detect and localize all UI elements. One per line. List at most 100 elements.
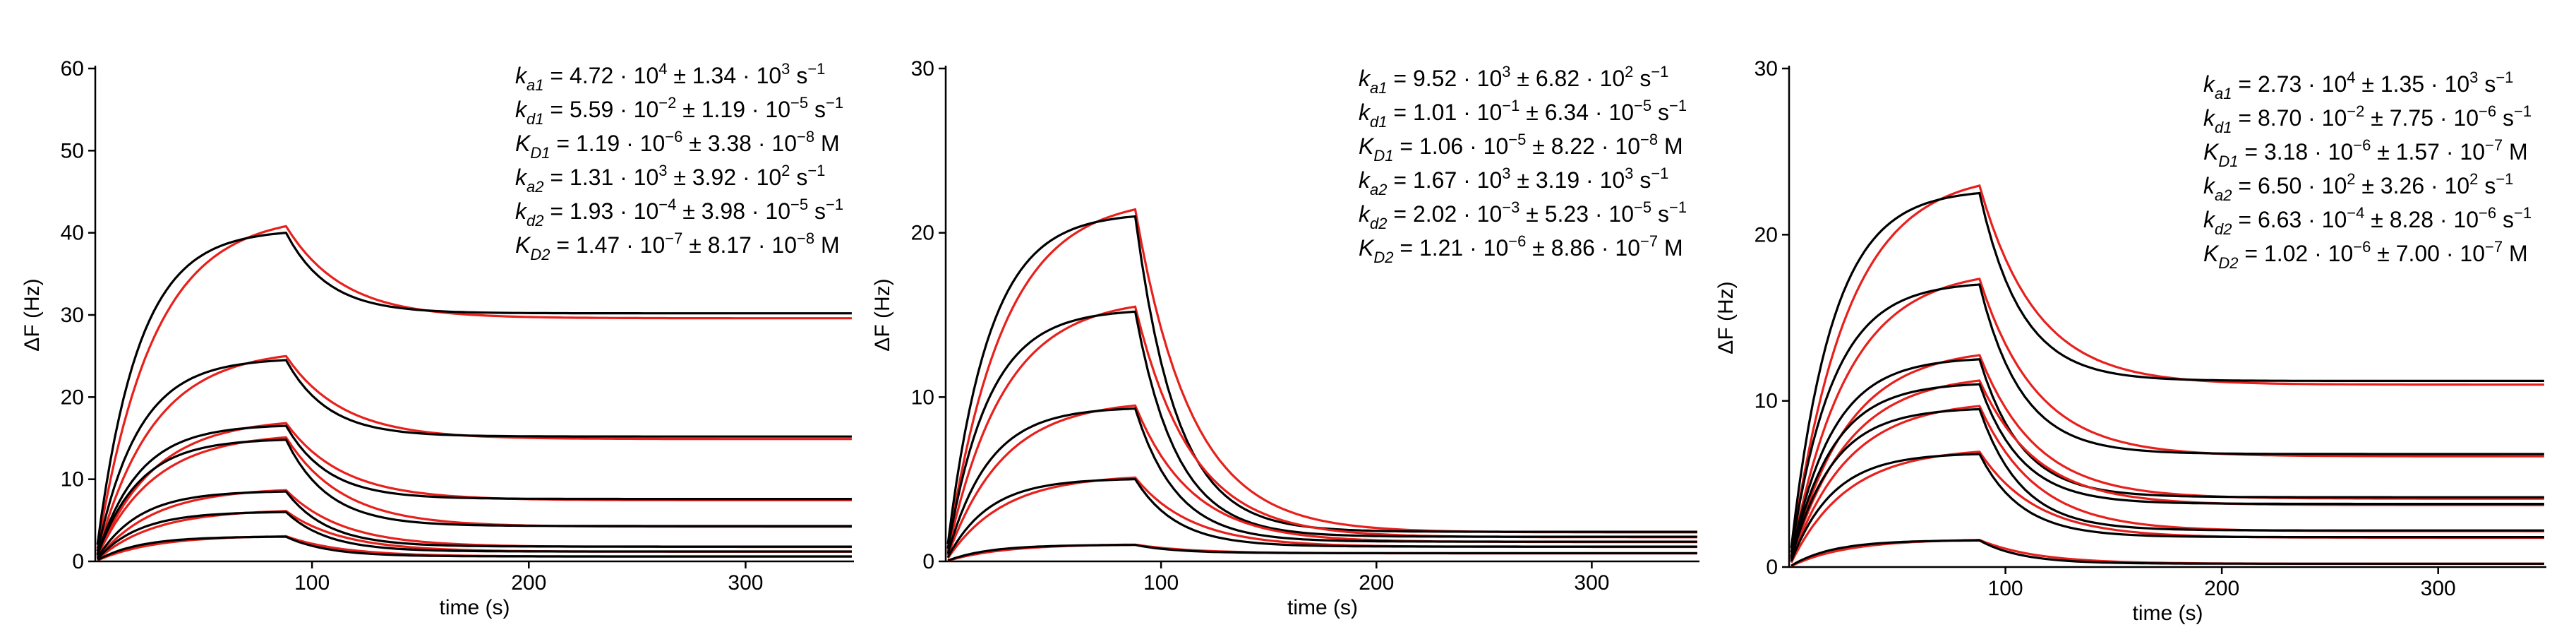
param-literal: =	[1387, 201, 1412, 227]
param-unit: s	[2503, 207, 2514, 232]
data-curve-1	[96, 232, 852, 545]
param-ue: −1	[1669, 97, 1687, 114]
param-m: 6.50	[2258, 173, 2301, 198]
param-literal: · 10	[1589, 201, 1634, 227]
y-tick-label: 30	[911, 57, 934, 81]
fit-curve-1	[1790, 184, 2544, 553]
param-k-d2: kd2 = 6.63 · 10−4 ± 8.28 · 10−6 s−1	[2203, 204, 2532, 238]
param-em: 3.98	[702, 198, 745, 224]
param-literal: ±	[1526, 235, 1551, 261]
param-ee: −8	[1640, 131, 1658, 148]
param-sym: K	[515, 232, 531, 258]
fit-curve-3	[96, 422, 852, 557]
param-literal: · 10	[1463, 235, 1508, 261]
param-m: 9.52	[1413, 66, 1457, 91]
data-curve-5	[96, 490, 852, 559]
param-ee: −5	[1634, 198, 1651, 216]
param-ee: −7	[2485, 136, 2503, 154]
param-em: 6.34	[1545, 100, 1589, 125]
param-e: 3	[1502, 165, 1510, 182]
param-literal	[808, 97, 814, 122]
param-sub: a1	[1370, 79, 1387, 97]
param-literal: · 10	[2301, 207, 2347, 232]
param-literal	[2496, 105, 2503, 131]
param-literal: · 10	[1457, 167, 1502, 193]
data-curve-2	[96, 359, 852, 551]
param-sym: k	[1359, 100, 1371, 125]
param-ee: 3	[2469, 68, 2478, 86]
param-e: 4	[2347, 68, 2355, 86]
param-sub: D2	[2218, 254, 2238, 272]
param-literal: ±	[1526, 133, 1551, 159]
param-e: −6	[665, 128, 682, 145]
param-literal: ±	[1511, 167, 1536, 193]
param-sym: k	[2203, 207, 2216, 232]
param-literal: ±	[2364, 105, 2389, 131]
param-literal: · 10	[620, 131, 665, 156]
param-k-d2: KD2 = 1.47 · 10−7 ± 8.17 · 10−8 M	[515, 229, 840, 263]
param-literal: · 10	[2301, 105, 2347, 131]
param-literal: · 10	[613, 97, 658, 122]
param-sub: d1	[2215, 119, 2232, 136]
fit-curve-7	[1790, 539, 2544, 567]
param-ue: −1	[826, 196, 843, 213]
param-em: 3.38	[708, 131, 752, 156]
param-sub: d2	[526, 212, 543, 229]
param-literal: · 10	[2433, 105, 2479, 131]
y-axis-title: ΔF (Hz)	[1714, 281, 1738, 354]
fit-curve-2	[946, 305, 1697, 552]
x-tick-label: 100	[294, 571, 330, 595]
data-curve-7	[97, 535, 852, 561]
param-unit: s	[796, 165, 807, 190]
y-tick-label: 20	[61, 386, 84, 409]
param-em: 5.23	[1545, 201, 1589, 227]
y-tick-label: 0	[72, 550, 84, 573]
param-literal: · 10	[1579, 66, 1625, 91]
param-literal	[2503, 241, 2509, 266]
param-em: 3.92	[692, 165, 736, 190]
x-tick-label: 200	[511, 571, 546, 595]
param-literal: =	[2232, 173, 2257, 198]
param-literal: =	[550, 131, 575, 156]
param-literal: ±	[1519, 100, 1544, 125]
param-em: 3.26	[2381, 173, 2424, 198]
param-literal: ±	[2371, 139, 2395, 165]
param-literal	[808, 198, 814, 224]
data-curve-2	[1790, 283, 2544, 553]
param-em: 1.35	[2381, 71, 2424, 97]
param-literal: ±	[676, 97, 701, 122]
param-ue: −1	[826, 94, 843, 112]
param-em: 8.22	[1551, 133, 1595, 159]
data-curve-4	[946, 478, 1697, 558]
param-unit: s	[2484, 71, 2496, 97]
y-tick-label: 20	[911, 222, 934, 245]
x-tick-label: 300	[2421, 577, 2456, 600]
param-ee: −7	[1640, 232, 1658, 250]
data-curve-5	[947, 544, 1697, 562]
param-literal: =	[1387, 167, 1412, 193]
param-sub: d2	[1370, 215, 1387, 232]
param-m: 1.06	[1419, 133, 1463, 159]
param-m: 1.21	[1419, 235, 1463, 261]
param-sub: a1	[2215, 85, 2232, 102]
param-ee: −5	[790, 196, 808, 213]
param-em: 7.00	[2396, 241, 2440, 266]
y-tick-label: 0	[922, 550, 934, 573]
data-curve-1	[946, 215, 1697, 544]
param-unit: s	[814, 97, 826, 122]
param-ue: −1	[2514, 204, 2532, 222]
param-ee: −7	[2485, 238, 2503, 256]
param-literal: · 10	[2301, 173, 2347, 198]
param-literal: ±	[2356, 173, 2381, 198]
param-k-a2: ka2 = 1.67 · 103 ± 3.19 · 103 s−1	[1359, 165, 1668, 198]
param-literal: =	[543, 63, 569, 88]
param-literal: · 10	[736, 63, 781, 88]
y-tick-label: 10	[61, 468, 84, 491]
param-literal: · 10	[745, 97, 790, 122]
param-literal: · 10	[736, 165, 781, 190]
param-e: −1	[1502, 97, 1519, 114]
data-curve-2	[946, 310, 1697, 549]
param-literal: ±	[682, 131, 707, 156]
param-sym: k	[515, 63, 528, 88]
param-m: 1.93	[570, 198, 613, 224]
